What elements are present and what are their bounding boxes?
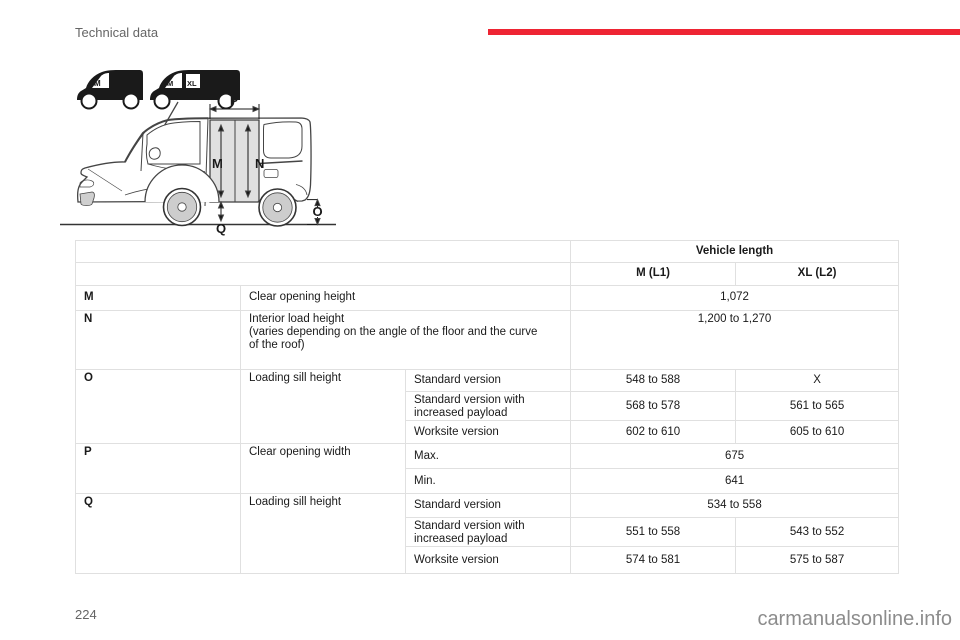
svg-text:M: M [212, 156, 223, 171]
svg-text:M: M [94, 79, 101, 88]
svg-text:N: N [255, 156, 264, 171]
svg-text:Q: Q [216, 221, 226, 236]
svg-text:M: M [167, 79, 173, 88]
svg-text:O: O [312, 204, 322, 219]
svg-text:XL: XL [187, 79, 197, 88]
svg-text:P: P [230, 94, 238, 108]
